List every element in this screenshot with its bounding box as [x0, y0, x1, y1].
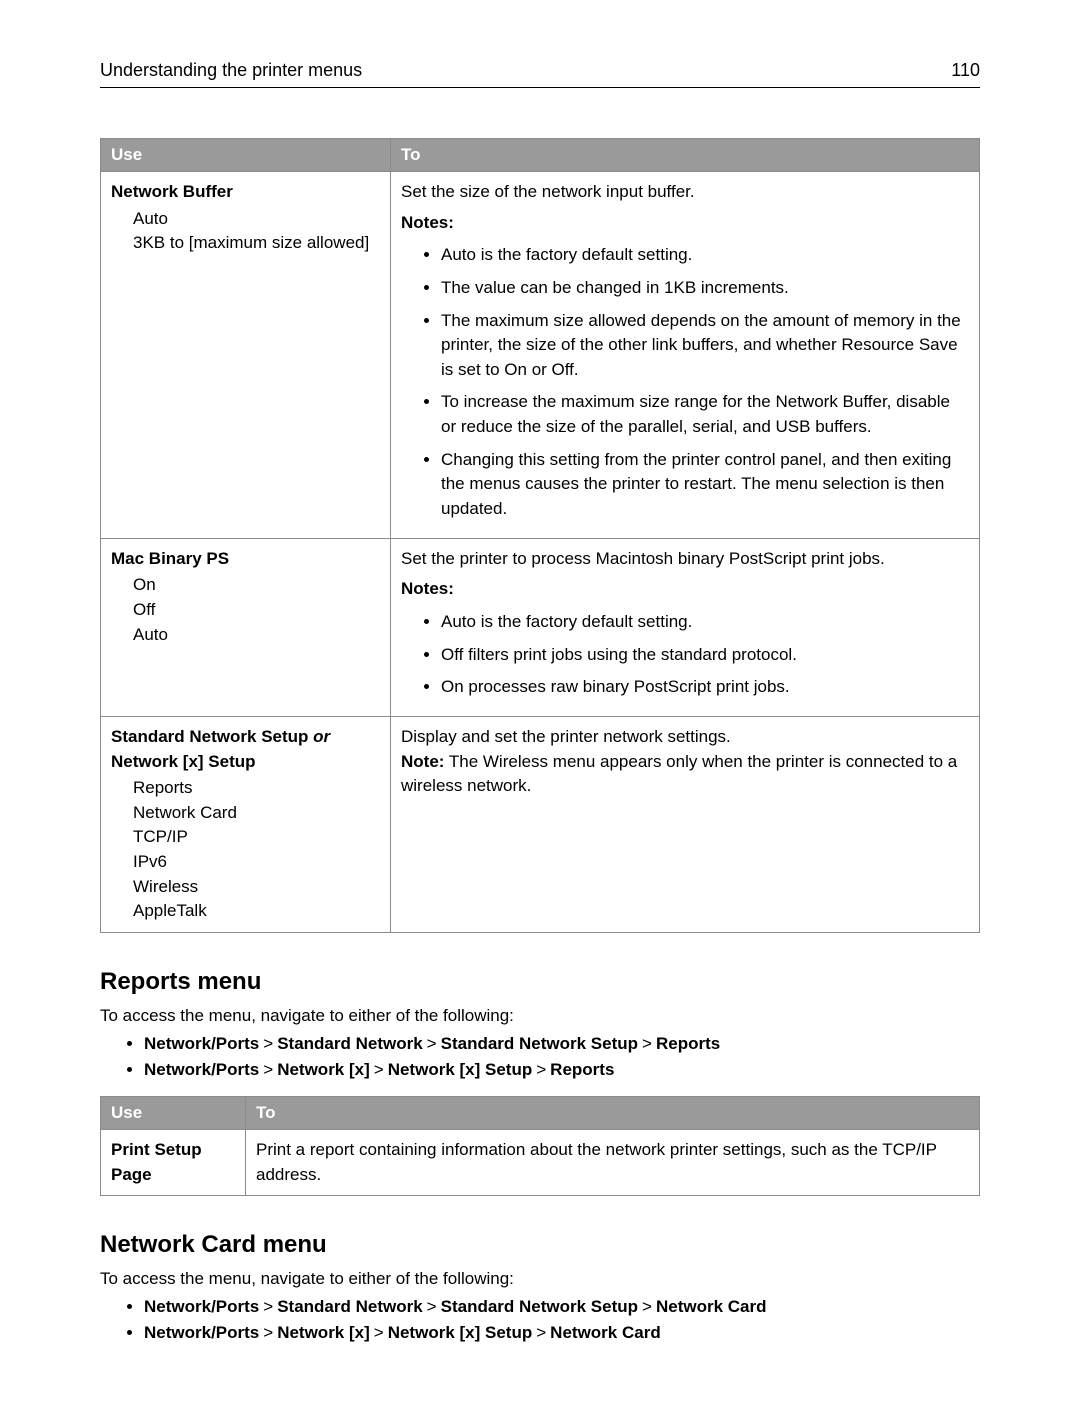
- use-cell: Standard Network Setup or Network [x] Se…: [101, 716, 391, 932]
- option-item: On: [133, 573, 380, 598]
- chevron-icon: >: [259, 1060, 277, 1079]
- to-cell: Set the size of the network input buffer…: [391, 172, 980, 539]
- networkcard-heading: Network Card menu: [100, 1231, 980, 1259]
- use-cell: Network Buffer Auto 3KB to [maximum size…: [101, 172, 391, 539]
- use-cell: Mac Binary PS On Off Auto: [101, 538, 391, 716]
- main-menu-table: Use To Network Buffer Auto 3KB to [maxim…: [100, 138, 980, 933]
- option-item: Auto: [133, 623, 380, 648]
- option-item: Auto: [133, 207, 380, 232]
- option-item: Reports: [133, 776, 380, 801]
- description: Display and set the printer network sett…: [401, 725, 969, 750]
- option-title-compound: Standard Network Setup or: [111, 725, 380, 750]
- nav-seg: Network [x] Setup: [388, 1060, 533, 1079]
- note-label: Note:: [401, 752, 444, 771]
- title-part-b: Network [x] Setup: [111, 750, 380, 775]
- note-item: Auto is the factory default setting.: [441, 243, 969, 268]
- notes-list: Auto is the factory default setting. The…: [401, 243, 969, 521]
- note-text: The Wireless menu appears only when the …: [401, 752, 957, 796]
- page-header: Understanding the printer menus 110: [100, 60, 980, 88]
- nav-seg: Standard Network: [277, 1297, 422, 1316]
- to-cell: Print a report containing information ab…: [246, 1130, 980, 1196]
- nav-seg: Network/Ports: [144, 1297, 259, 1316]
- description: Set the printer to process Macintosh bin…: [401, 547, 969, 572]
- option-list: Reports Network Card TCP/IP IPv6 Wireles…: [111, 776, 380, 924]
- nav-seg: Network Card: [550, 1323, 661, 1342]
- table-header-to: To: [391, 139, 980, 172]
- reports-nav-list: Network/Ports>Standard Network>Standard …: [100, 1034, 980, 1080]
- nav-seg: Network [x]: [277, 1323, 370, 1342]
- single-note: Note: The Wireless menu appears only whe…: [401, 750, 969, 799]
- use-cell: Print Setup Page: [101, 1130, 246, 1196]
- networkcard-nav-list: Network/Ports>Standard Network>Standard …: [100, 1297, 980, 1343]
- option-list: On Off Auto: [111, 573, 380, 647]
- nav-seg: Standard Network Setup: [441, 1034, 638, 1053]
- chevron-icon: >: [370, 1323, 388, 1342]
- nav-seg: Network Card: [656, 1297, 767, 1316]
- nav-seg: Network [x]: [277, 1060, 370, 1079]
- note-item: The maximum size allowed depends on the …: [441, 309, 969, 383]
- chevron-icon: >: [638, 1034, 656, 1053]
- chevron-icon: >: [532, 1323, 550, 1342]
- table-header-use: Use: [101, 1097, 246, 1130]
- page-container: Understanding the printer menus 110 Use …: [0, 0, 1080, 1419]
- chevron-icon: >: [259, 1323, 277, 1342]
- table-header-use: Use: [101, 139, 391, 172]
- option-item: Wireless: [133, 875, 380, 900]
- chevron-icon: >: [532, 1060, 550, 1079]
- note-item: Off filters print jobs using the standar…: [441, 643, 969, 668]
- description: Set the size of the network input buffer…: [401, 180, 969, 205]
- chevron-icon: >: [370, 1060, 388, 1079]
- chevron-icon: >: [638, 1297, 656, 1316]
- reports-heading: Reports menu: [100, 968, 980, 996]
- nav-seg: Network/Ports: [144, 1060, 259, 1079]
- nav-seg: Standard Network Setup: [441, 1297, 638, 1316]
- option-title: Network Buffer: [111, 180, 380, 205]
- header-page-number: 110: [951, 60, 980, 81]
- nav-path: Network/Ports>Network [x]>Network [x] Se…: [144, 1060, 980, 1080]
- note-item: To increase the maximum size range for t…: [441, 390, 969, 439]
- option-item: Network Card: [133, 801, 380, 826]
- option-item: Off: [133, 598, 380, 623]
- table-header-to: To: [246, 1097, 980, 1130]
- title-or: or: [313, 727, 330, 746]
- nav-seg: Network/Ports: [144, 1323, 259, 1342]
- to-cell: Display and set the printer network sett…: [391, 716, 980, 932]
- chevron-icon: >: [423, 1297, 441, 1316]
- option-list: Auto 3KB to [maximum size allowed]: [111, 207, 380, 256]
- option-item: IPv6: [133, 850, 380, 875]
- header-title: Understanding the printer menus: [100, 60, 362, 81]
- to-cell: Set the printer to process Macintosh bin…: [391, 538, 980, 716]
- option-item: AppleTalk: [133, 899, 380, 924]
- title-part-a: Standard Network Setup: [111, 727, 308, 746]
- note-item: Changing this setting from the printer c…: [441, 448, 969, 522]
- note-item: On processes raw binary PostScript print…: [441, 675, 969, 700]
- nav-seg: Network/Ports: [144, 1034, 259, 1053]
- notes-list: Auto is the factory default setting. Off…: [401, 610, 969, 700]
- nav-seg: Reports: [550, 1060, 614, 1079]
- option-title: Mac Binary PS: [111, 547, 380, 572]
- option-item: 3KB to [maximum size allowed]: [133, 231, 380, 256]
- nav-seg: Network [x] Setup: [388, 1323, 533, 1342]
- nav-seg: Standard Network: [277, 1034, 422, 1053]
- nav-path: Network/Ports>Standard Network>Standard …: [144, 1034, 980, 1054]
- networkcard-intro: To access the menu, navigate to either o…: [100, 1269, 980, 1289]
- nav-path: Network/Ports>Standard Network>Standard …: [144, 1297, 980, 1317]
- option-item: TCP/IP: [133, 825, 380, 850]
- reports-table: Use To Print Setup Page Print a report c…: [100, 1096, 980, 1196]
- note-item: Auto is the factory default setting.: [441, 610, 969, 635]
- notes-label: Notes:: [401, 211, 969, 236]
- reports-intro: To access the menu, navigate to either o…: [100, 1006, 980, 1026]
- nav-path: Network/Ports>Network [x]>Network [x] Se…: [144, 1323, 980, 1343]
- note-item: The value can be changed in 1KB incremen…: [441, 276, 969, 301]
- table-row: Standard Network Setup or Network [x] Se…: [101, 716, 980, 932]
- table-row: Print Setup Page Print a report containi…: [101, 1130, 980, 1196]
- chevron-icon: >: [259, 1034, 277, 1053]
- table-row: Network Buffer Auto 3KB to [maximum size…: [101, 172, 980, 539]
- chevron-icon: >: [423, 1034, 441, 1053]
- nav-seg: Reports: [656, 1034, 720, 1053]
- chevron-icon: >: [259, 1297, 277, 1316]
- table-row: Mac Binary PS On Off Auto Set the printe…: [101, 538, 980, 716]
- notes-label: Notes:: [401, 577, 969, 602]
